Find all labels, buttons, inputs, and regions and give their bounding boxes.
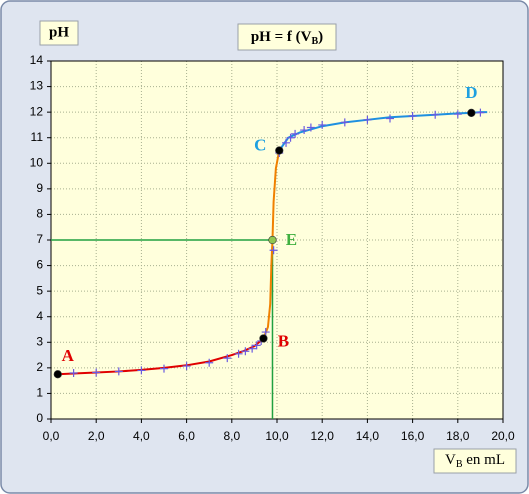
point-label: C <box>254 135 266 154</box>
y-tick-label: 7 <box>36 232 43 246</box>
measurement-marker <box>282 138 291 147</box>
measurement-marker <box>431 110 440 119</box>
y-tick-label: 8 <box>36 207 43 221</box>
x-label-text: V <box>445 452 456 468</box>
x-tick-label: 0,0 <box>43 429 60 443</box>
title-text: pH = f (V <box>251 29 312 45</box>
key-point <box>259 334 268 343</box>
x-tick-label: 4,0 <box>133 429 150 443</box>
measurement-marker <box>205 358 214 367</box>
y-label-box <box>39 20 79 46</box>
title-suffix: ) <box>318 29 323 45</box>
x-tick-label: 6,0 <box>178 429 195 443</box>
measurement-marker <box>69 368 78 377</box>
measurement-marker <box>92 368 101 377</box>
point-label: D <box>465 83 477 102</box>
key-point <box>53 370 62 379</box>
measurement-marker <box>269 246 278 255</box>
x-label-box <box>433 448 517 474</box>
y-tick-label: 11 <box>31 130 44 144</box>
measurement-marker <box>234 349 243 358</box>
y-tick-label: 6 <box>36 258 43 272</box>
measurement-marker <box>453 110 462 119</box>
point-label: A <box>62 346 75 365</box>
y-tick-label: 10 <box>30 155 44 169</box>
measurement-marker <box>300 126 309 135</box>
measurement-marker <box>182 362 191 371</box>
key-point <box>268 235 277 245</box>
measurement-marker <box>363 115 372 124</box>
title-sub: B <box>311 36 318 47</box>
x-tick-label: 16,0 <box>401 429 425 443</box>
y-tick-label: 0 <box>36 411 43 425</box>
y-tick-label: 1 <box>36 386 43 400</box>
measurement-marker <box>306 123 315 132</box>
measurement-marker <box>114 367 123 376</box>
point-label: B <box>278 331 289 350</box>
x-axis-label: VB en mL <box>445 452 505 470</box>
x-tick-label: 8,0 <box>223 429 240 443</box>
y-tick-label: 5 <box>36 283 43 297</box>
measurement-marker <box>318 120 327 129</box>
key-point <box>467 108 476 118</box>
measurement-marker <box>286 133 295 142</box>
measurement-marker <box>252 341 261 350</box>
key-point <box>275 146 284 155</box>
x-tick-label: 14,0 <box>356 429 380 443</box>
y-tick-label: 9 <box>36 181 43 195</box>
measurement-marker <box>241 347 250 356</box>
chart-title: pH = f (VB) <box>251 29 323 47</box>
title-box <box>237 23 337 51</box>
measurement-marker <box>408 111 417 120</box>
x-label-sub: B <box>456 459 463 470</box>
measurement-marker <box>386 114 394 123</box>
x-tick-label: 2,0 <box>88 429 105 443</box>
measurement-marker <box>261 328 270 337</box>
y-tick-label: 4 <box>36 309 43 323</box>
measurement-marker <box>340 118 349 127</box>
y-tick-label: 3 <box>36 334 43 348</box>
y-axis-label: pH <box>49 24 69 40</box>
y-tick-label: 2 <box>36 360 43 374</box>
x-tick-label: 12,0 <box>311 429 335 443</box>
curve <box>262 150 281 339</box>
measurement-marker <box>248 344 257 353</box>
point-label: E <box>286 230 297 249</box>
x-tick-label: 18,0 <box>446 429 470 443</box>
y-tick-label: 14 <box>30 53 44 67</box>
x-label-suffix: en mL <box>463 452 506 468</box>
measurement-marker <box>160 364 168 373</box>
measurement-marker <box>137 366 146 375</box>
measurement-marker <box>476 108 485 117</box>
x-tick-label: 10,0 <box>265 429 289 443</box>
x-tick-label: 20,0 <box>491 429 515 443</box>
measurement-marker <box>291 129 300 138</box>
measurement-marker <box>223 354 232 363</box>
y-tick-label: 12 <box>30 104 44 118</box>
y-tick-label: 13 <box>30 79 44 93</box>
